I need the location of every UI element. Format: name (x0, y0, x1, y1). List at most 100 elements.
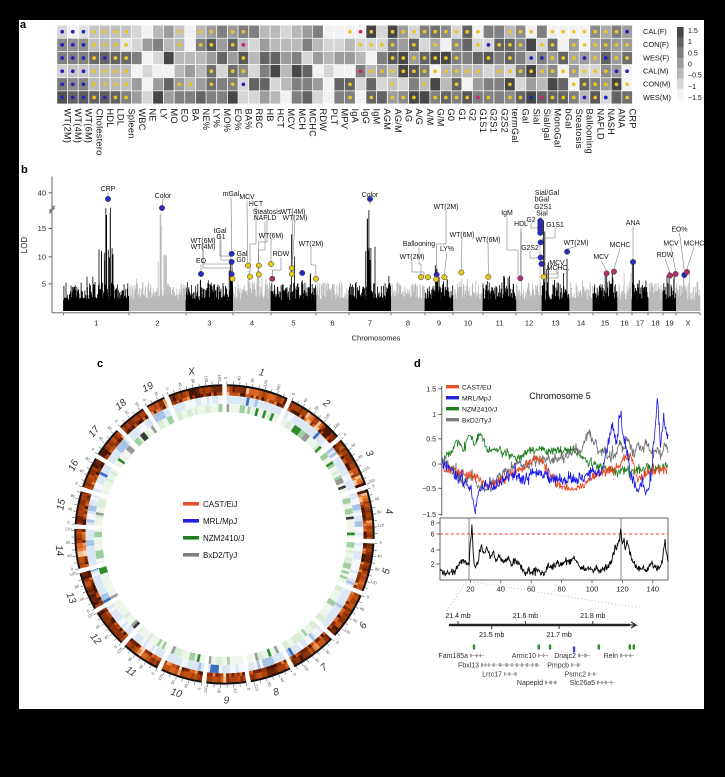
svg-text:CAST/EiJ: CAST/EiJ (462, 385, 491, 392)
svg-text:160: 160 (217, 375, 222, 383)
svg-text:PLT: PLT (329, 109, 339, 126)
svg-text:120: 120 (157, 672, 165, 681)
svg-text:CAL(M): CAL(M) (643, 67, 668, 76)
svg-text:LY: LY (158, 109, 168, 120)
svg-text:bGal: bGal (563, 109, 573, 129)
svg-text:d: d (414, 358, 421, 370)
svg-text:Fbxl13: Fbxl13 (458, 662, 479, 669)
svg-text:−0.5: −0.5 (688, 73, 702, 80)
svg-text:MCHC: MCHC (308, 109, 318, 138)
svg-text:17: 17 (636, 319, 644, 328)
svg-text:Ballooning: Ballooning (585, 109, 595, 154)
svg-text:c: c (97, 358, 103, 370)
svg-text:Steatosis: Steatosis (574, 109, 584, 149)
svg-text:13: 13 (551, 319, 559, 328)
svg-text:BxD2/TyJ: BxD2/TyJ (203, 551, 237, 560)
svg-text:MPV: MPV (340, 109, 350, 130)
svg-text:0: 0 (292, 672, 298, 677)
svg-text:a: a (20, 19, 27, 31)
svg-text:40: 40 (177, 382, 183, 388)
svg-text:15: 15 (55, 498, 68, 511)
svg-text:X: X (685, 319, 690, 328)
svg-text:21.6 mb: 21.6 mb (513, 613, 538, 620)
svg-text:G2: G2 (526, 217, 535, 224)
svg-text:MCHC: MCHC (610, 242, 631, 249)
svg-text:80: 80 (127, 655, 134, 662)
svg-text:WT(4M): WT(4M) (73, 109, 83, 144)
svg-text:21.5 mb: 21.5 mb (479, 632, 504, 639)
svg-text:0: 0 (688, 62, 692, 69)
svg-text:MCHC.: MCHC. (547, 265, 570, 272)
svg-text:G1S1: G1S1 (478, 109, 488, 134)
svg-text:80: 80 (557, 585, 565, 594)
svg-text:100: 100 (586, 585, 599, 594)
svg-text:6: 6 (431, 532, 435, 539)
svg-text:19: 19 (141, 380, 156, 395)
svg-text:BxD2/TyJ: BxD2/TyJ (462, 418, 491, 425)
svg-text:IgG: IgG (361, 109, 371, 125)
svg-text:RDW: RDW (657, 252, 674, 259)
svg-text:Psmc2: Psmc2 (565, 671, 587, 678)
svg-text:80: 80 (267, 681, 273, 687)
svg-text:0: 0 (86, 608, 91, 614)
svg-text:40: 40 (103, 633, 110, 640)
svg-text:Chromosomes: Chromosomes (352, 334, 401, 343)
svg-text:18: 18 (651, 319, 659, 328)
svg-text:NAFLD: NAFLD (254, 215, 277, 222)
svg-text:HDL: HDL (514, 221, 528, 228)
svg-text:1: 1 (432, 412, 436, 419)
svg-text:CRP: CRP (101, 186, 116, 193)
svg-text:HDL: HDL (105, 109, 115, 128)
svg-text:9: 9 (224, 695, 230, 706)
svg-text:LOD: LOD (20, 237, 29, 254)
svg-text:120: 120 (69, 570, 77, 577)
svg-text:termGal: termGal (510, 109, 520, 143)
svg-text:RDW: RDW (318, 109, 328, 132)
svg-text:EO%: EO% (233, 109, 243, 131)
svg-text:HCT: HCT (276, 109, 286, 129)
svg-text:0: 0 (432, 462, 436, 469)
svg-text:0: 0 (75, 481, 79, 487)
svg-text:−1: −1 (688, 84, 696, 91)
svg-text:80: 80 (216, 688, 221, 693)
svg-text:−1.5: −1.5 (688, 95, 702, 102)
svg-text:40: 40 (377, 553, 383, 559)
svg-text:b: b (21, 164, 28, 176)
svg-text:4: 4 (250, 319, 254, 328)
svg-text:G1S1: G1S1 (546, 222, 564, 229)
svg-text:WT(6M): WT(6M) (259, 233, 284, 240)
svg-text:160: 160 (368, 477, 377, 484)
svg-text:G1: G1 (457, 109, 467, 122)
svg-text:Reln: Reln (604, 653, 619, 660)
svg-text:0: 0 (70, 566, 74, 572)
svg-text:Gal: Gal (237, 251, 248, 258)
svg-text:40: 40 (324, 649, 331, 656)
svg-text:ANA: ANA (626, 220, 641, 227)
svg-text:mGal: mGal (223, 191, 240, 198)
svg-text:BA: BA (190, 109, 200, 122)
svg-text:MCH: MCH (297, 109, 307, 131)
svg-text:G/M: G/M (435, 109, 445, 127)
svg-text:0: 0 (67, 520, 70, 525)
svg-text:11: 11 (123, 665, 138, 680)
svg-text:IgM: IgM (372, 109, 382, 125)
svg-text:−1.5: −1.5 (422, 512, 436, 519)
svg-text:40: 40 (302, 396, 309, 403)
svg-text:WT(4M): WT(4M) (281, 209, 306, 216)
svg-text:0: 0 (371, 483, 375, 489)
svg-text:0.5: 0.5 (688, 50, 698, 57)
svg-text:0: 0 (91, 447, 96, 453)
svg-text:19: 19 (665, 319, 673, 328)
svg-text:tGal: tGal (214, 228, 227, 235)
svg-text:80: 80 (70, 493, 76, 499)
svg-text:WES(F): WES(F) (643, 53, 669, 62)
svg-text:120: 120 (302, 664, 310, 673)
svg-text:−0.5: −0.5 (422, 486, 436, 493)
svg-text:80: 80 (374, 566, 380, 572)
svg-text:80: 80 (66, 540, 71, 545)
svg-text:40: 40 (233, 688, 238, 693)
svg-text:EO%: EO% (671, 227, 687, 234)
svg-text:0: 0 (343, 431, 348, 437)
svg-text:BA%: BA% (244, 109, 254, 130)
svg-text:WT(6M): WT(6M) (191, 238, 216, 245)
